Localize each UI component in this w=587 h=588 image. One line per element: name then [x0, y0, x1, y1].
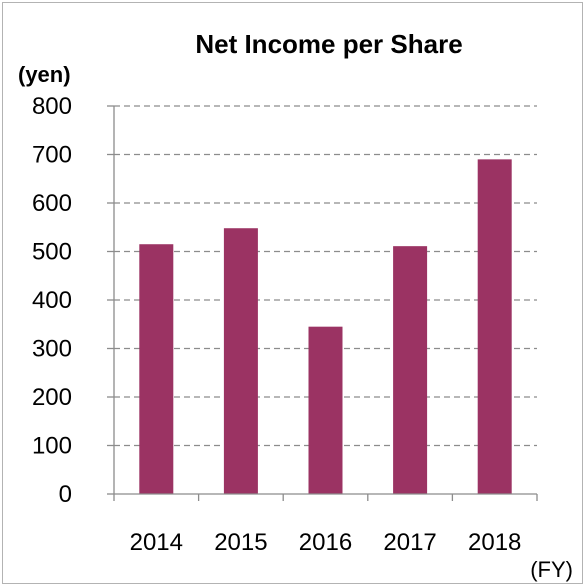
y-tick-label: 600 — [32, 190, 72, 217]
bar-2016 — [308, 326, 343, 494]
x-tick-label: 2017 — [383, 529, 436, 556]
axes — [113, 106, 538, 501]
y-tick-label: 400 — [32, 287, 72, 314]
bars — [139, 159, 512, 494]
x-tick-label: 2014 — [130, 529, 183, 556]
y-axis-label: (yen) — [18, 62, 71, 87]
y-tick-label: 800 — [32, 93, 72, 120]
bar-2014 — [139, 244, 174, 494]
x-tick-label: 2016 — [299, 529, 352, 556]
y-tick-label: 0 — [59, 481, 72, 508]
y-tick-label: 300 — [32, 336, 72, 363]
x-axis-label: (FY) — [530, 557, 573, 582]
bar-2015 — [223, 228, 258, 494]
bar-2018 — [477, 159, 512, 494]
y-tick-label: 100 — [32, 433, 72, 460]
bar-2017 — [393, 246, 428, 494]
y-tick-labels: 0 100 200 300 400 500 600 700 800 — [32, 93, 72, 508]
x-tick-labels: 2014 2015 2016 2017 2018 — [130, 529, 522, 556]
y-tick-label: 200 — [32, 384, 72, 411]
x-tick-label: 2015 — [214, 529, 267, 556]
y-tick-label: 700 — [32, 142, 72, 169]
y-tick-label: 500 — [32, 239, 72, 266]
chart-title: Net Income per Share — [195, 29, 462, 59]
x-tick-label: 2018 — [468, 529, 521, 556]
